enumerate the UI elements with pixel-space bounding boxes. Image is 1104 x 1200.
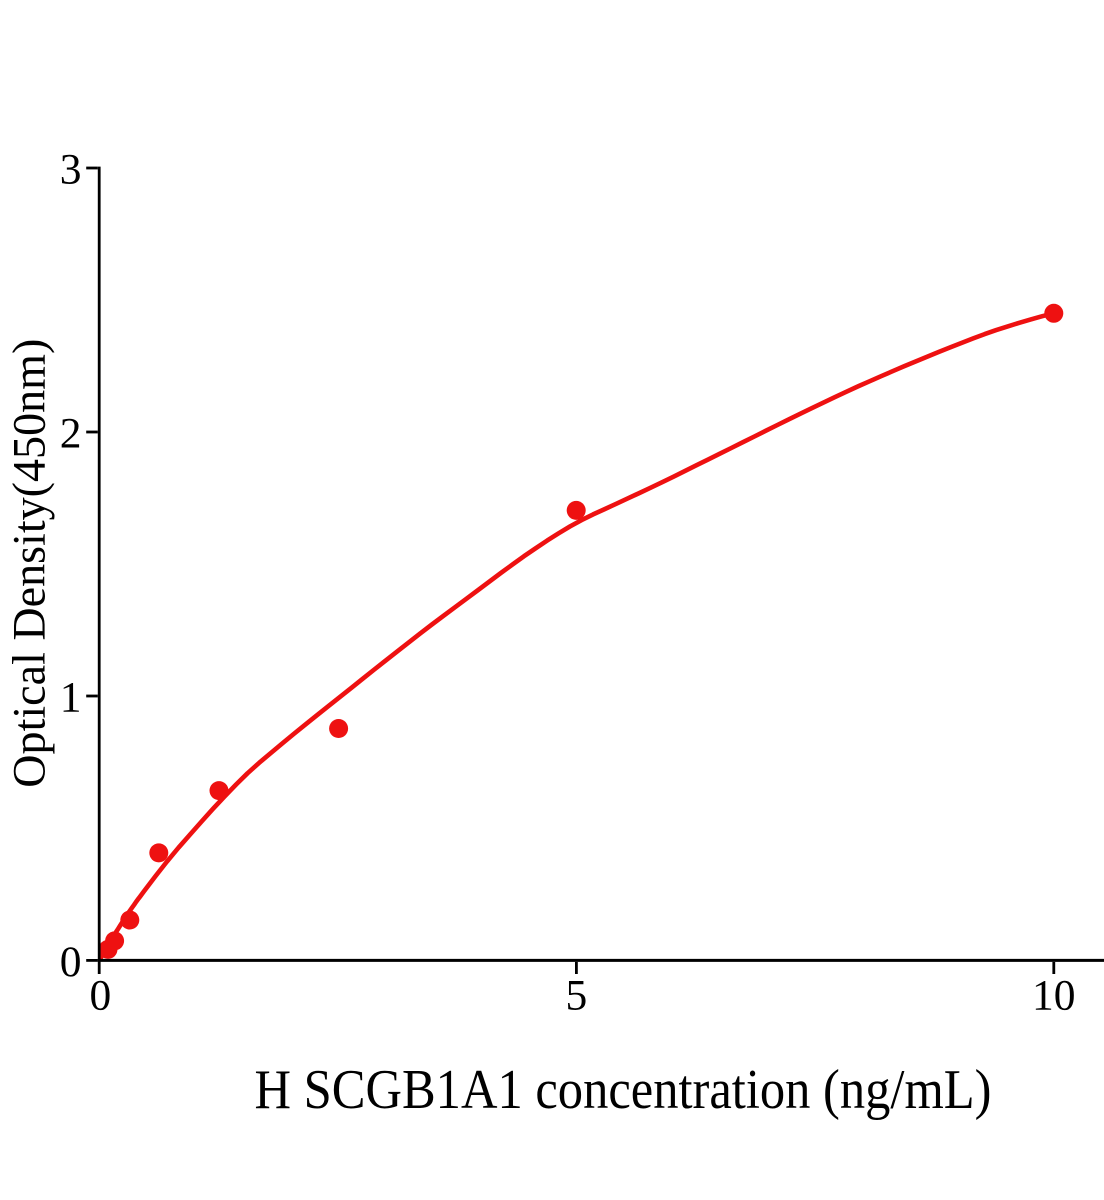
svg-text:10: 10 — [1032, 971, 1076, 1019]
svg-text:0: 0 — [90, 971, 112, 1019]
svg-text:H SCGB1A1 concentration (ng/mL: H SCGB1A1 concentration (ng/mL) — [255, 1059, 992, 1121]
svg-text:1: 1 — [60, 673, 82, 721]
svg-text:0: 0 — [60, 938, 82, 986]
svg-text:5: 5 — [566, 971, 588, 1019]
svg-text:2: 2 — [60, 409, 82, 457]
svg-text:Optical Density(450nm): Optical Density(450nm) — [3, 339, 55, 788]
svg-text:3: 3 — [60, 145, 82, 193]
